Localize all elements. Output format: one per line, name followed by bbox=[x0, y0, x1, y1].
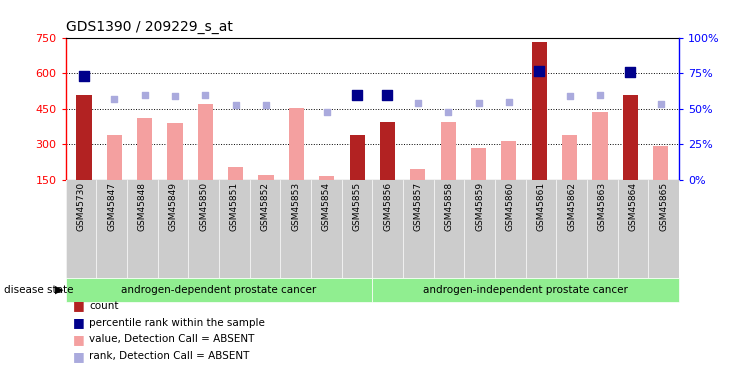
Text: GSM45850: GSM45850 bbox=[199, 182, 208, 231]
Bar bbox=[653, 146, 668, 180]
Text: disease state: disease state bbox=[4, 285, 73, 295]
Text: GSM45853: GSM45853 bbox=[291, 182, 300, 231]
Point bbox=[534, 68, 545, 74]
Bar bbox=[167, 123, 182, 180]
Text: ▶: ▶ bbox=[55, 285, 64, 295]
Text: count: count bbox=[89, 301, 118, 310]
Point bbox=[139, 92, 150, 98]
Text: value, Detection Call = ABSENT: value, Detection Call = ABSENT bbox=[89, 334, 255, 344]
Text: GSM45865: GSM45865 bbox=[659, 182, 668, 231]
Text: GSM45856: GSM45856 bbox=[383, 182, 392, 231]
Bar bbox=[592, 112, 607, 180]
Text: GSM45852: GSM45852 bbox=[261, 182, 269, 231]
Text: GSM45862: GSM45862 bbox=[567, 182, 576, 231]
Bar bbox=[198, 104, 213, 180]
Text: GSM45851: GSM45851 bbox=[230, 182, 239, 231]
Point bbox=[199, 92, 211, 98]
Text: GSM45860: GSM45860 bbox=[506, 182, 515, 231]
Bar bbox=[623, 94, 638, 180]
Text: GSM45859: GSM45859 bbox=[475, 182, 484, 231]
Text: GSM45848: GSM45848 bbox=[138, 182, 147, 231]
Bar bbox=[562, 135, 577, 180]
Point bbox=[412, 100, 423, 106]
Text: GSM45730: GSM45730 bbox=[77, 182, 85, 231]
Text: GSM45858: GSM45858 bbox=[445, 182, 453, 231]
Text: GSM45854: GSM45854 bbox=[322, 182, 331, 231]
Text: androgen-dependent prostate cancer: androgen-dependent prostate cancer bbox=[121, 285, 317, 295]
Text: ■: ■ bbox=[73, 350, 85, 363]
Point bbox=[382, 92, 393, 98]
Bar bbox=[441, 122, 456, 180]
Text: GDS1390 / 209229_s_at: GDS1390 / 209229_s_at bbox=[66, 20, 233, 34]
Point bbox=[442, 110, 454, 116]
Text: ■: ■ bbox=[73, 299, 85, 312]
Text: GSM45849: GSM45849 bbox=[169, 182, 177, 231]
Point bbox=[564, 93, 575, 99]
Bar bbox=[319, 177, 334, 180]
Bar bbox=[228, 167, 243, 180]
Bar bbox=[531, 42, 547, 180]
Point bbox=[503, 99, 515, 105]
Text: GSM45861: GSM45861 bbox=[537, 182, 545, 231]
Text: androgen-independent prostate cancer: androgen-independent prostate cancer bbox=[423, 285, 628, 295]
Point bbox=[351, 92, 363, 98]
Bar bbox=[137, 118, 153, 180]
Point bbox=[78, 72, 90, 78]
Point bbox=[624, 69, 636, 75]
Bar bbox=[502, 141, 517, 180]
Text: GSM45864: GSM45864 bbox=[629, 182, 637, 231]
Bar bbox=[380, 122, 395, 180]
Text: GSM45863: GSM45863 bbox=[598, 182, 607, 231]
Bar bbox=[107, 135, 122, 180]
Bar bbox=[289, 108, 304, 180]
Point bbox=[321, 110, 333, 116]
Point bbox=[655, 101, 666, 107]
Text: ■: ■ bbox=[73, 316, 85, 329]
Bar bbox=[410, 170, 426, 180]
Text: GSM45855: GSM45855 bbox=[353, 182, 361, 231]
Point bbox=[260, 102, 272, 108]
Text: GSM45847: GSM45847 bbox=[107, 182, 116, 231]
Text: GSM45857: GSM45857 bbox=[414, 182, 423, 231]
Point bbox=[594, 92, 606, 98]
Text: ■: ■ bbox=[73, 333, 85, 346]
Point bbox=[230, 102, 242, 108]
Text: rank, Detection Call = ABSENT: rank, Detection Call = ABSENT bbox=[89, 351, 250, 361]
Text: percentile rank within the sample: percentile rank within the sample bbox=[89, 318, 265, 327]
Bar bbox=[258, 175, 274, 180]
Point bbox=[473, 100, 485, 106]
Point bbox=[109, 96, 120, 102]
Point bbox=[169, 93, 181, 99]
Bar bbox=[77, 94, 91, 180]
Bar bbox=[471, 148, 486, 180]
Bar bbox=[350, 135, 365, 180]
